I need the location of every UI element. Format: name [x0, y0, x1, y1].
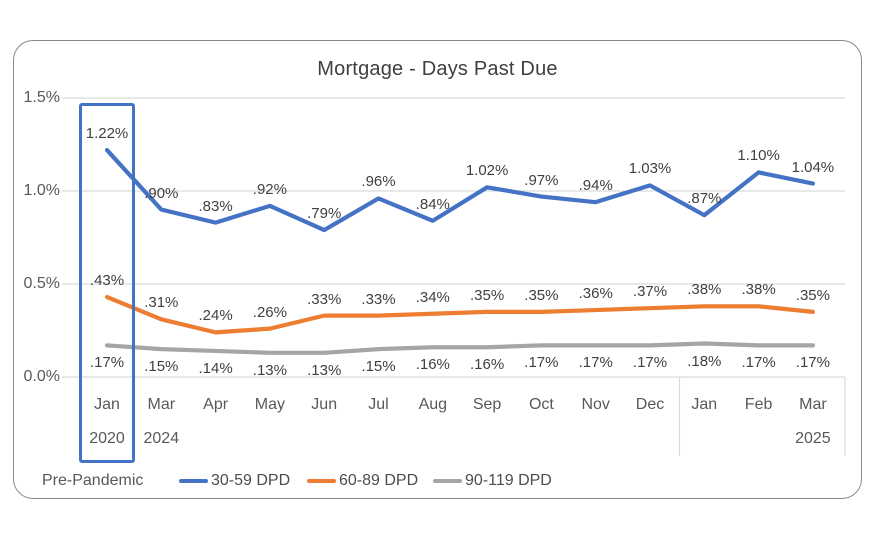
y-tick-label: 1.5% — [23, 89, 60, 106]
data-label: .16% — [469, 356, 505, 374]
data-label: .37% — [632, 283, 668, 301]
month-label: Oct — [528, 396, 554, 413]
data-label: .35% — [524, 286, 559, 304]
data-label: .17% — [795, 354, 830, 372]
month-label: Sep — [472, 396, 502, 413]
data-label: 1.22% — [85, 125, 129, 143]
data-label: .33% — [361, 290, 396, 308]
data-label: .24% — [198, 307, 233, 325]
legend-item-60-89-dpd: 60-89 DPD — [307, 471, 418, 491]
month-label: Jun — [311, 396, 338, 413]
month-label: Feb — [744, 396, 773, 413]
data-label: .31% — [144, 294, 179, 312]
chart-frame — [13, 40, 862, 499]
legend-label-60-89-dpd: 60-89 DPD — [339, 472, 419, 489]
y-tick-label: 1.0% — [23, 182, 60, 199]
data-label: .83% — [198, 197, 233, 215]
month-label: Apr — [203, 396, 229, 413]
data-label: .94% — [578, 177, 613, 195]
month-label: Mar — [147, 396, 176, 413]
month-label: Dec — [635, 396, 665, 413]
year-label: 2025 — [795, 430, 831, 447]
data-label: 1.02% — [465, 162, 509, 180]
data-label: .17% — [89, 354, 125, 372]
data-label: .16% — [415, 356, 450, 374]
data-label: 1.03% — [628, 160, 672, 178]
data-label: 1.04% — [791, 158, 835, 176]
data-label: .17% — [632, 354, 668, 372]
month-label: Nov — [581, 396, 610, 413]
data-label: .84% — [415, 195, 450, 213]
legend-label-30-59-dpd: 30-59 DPD — [211, 472, 291, 489]
data-label: .34% — [415, 288, 450, 306]
data-label: .92% — [252, 180, 287, 198]
data-label: .18% — [687, 352, 722, 370]
year-label: 2020 — [89, 430, 125, 447]
data-label: .43% — [89, 272, 125, 290]
data-label: .97% — [524, 171, 559, 189]
data-label: .15% — [144, 358, 179, 376]
legend-label-90-119-dpd: 90-119 DPD — [465, 472, 552, 489]
month-label: May — [254, 396, 286, 413]
chart-title: Mortgage - Days Past Due — [317, 58, 558, 80]
month-label: Jan — [691, 396, 718, 413]
data-label: .15% — [361, 358, 396, 376]
data-label: .35% — [469, 286, 505, 304]
month-label: Aug — [418, 396, 448, 413]
data-label: .96% — [361, 173, 396, 191]
data-label: .35% — [795, 286, 830, 304]
legend-item-90-119-dpd: 90-119 DPD — [433, 471, 552, 491]
pre-pandemic-highlight-box — [79, 103, 135, 463]
month-label: Jul — [368, 396, 389, 413]
data-label: .79% — [307, 205, 342, 223]
data-label: .13% — [252, 361, 287, 379]
legend-item-30-59-dpd: 30-59 DPD — [179, 471, 290, 491]
data-label: .36% — [578, 285, 613, 303]
data-label: .13% — [307, 361, 342, 379]
y-tick-label: 0.5% — [23, 275, 60, 292]
legend-line-sample-blue — [179, 478, 208, 484]
y-tick-label: 0.0% — [23, 368, 60, 385]
data-label: .17% — [524, 354, 559, 372]
month-label: Jan — [94, 396, 120, 413]
data-label: .17% — [741, 354, 776, 372]
pre-pandemic-label: Pre-Pandemic — [42, 472, 144, 489]
data-label: .33% — [307, 290, 342, 308]
legend-line-sample-orange — [307, 478, 336, 484]
data-label: .17% — [578, 354, 613, 372]
month-label: Mar — [799, 396, 827, 413]
data-label: .90% — [144, 184, 179, 202]
data-label: .38% — [741, 281, 776, 299]
data-label: 1.10% — [737, 147, 780, 165]
data-label: .26% — [252, 303, 287, 321]
data-label: .14% — [198, 359, 233, 377]
data-label: .38% — [687, 281, 722, 299]
year-label: 2024 — [143, 430, 180, 447]
data-label: .87% — [687, 190, 722, 208]
legend-line-sample-gray — [433, 478, 462, 484]
